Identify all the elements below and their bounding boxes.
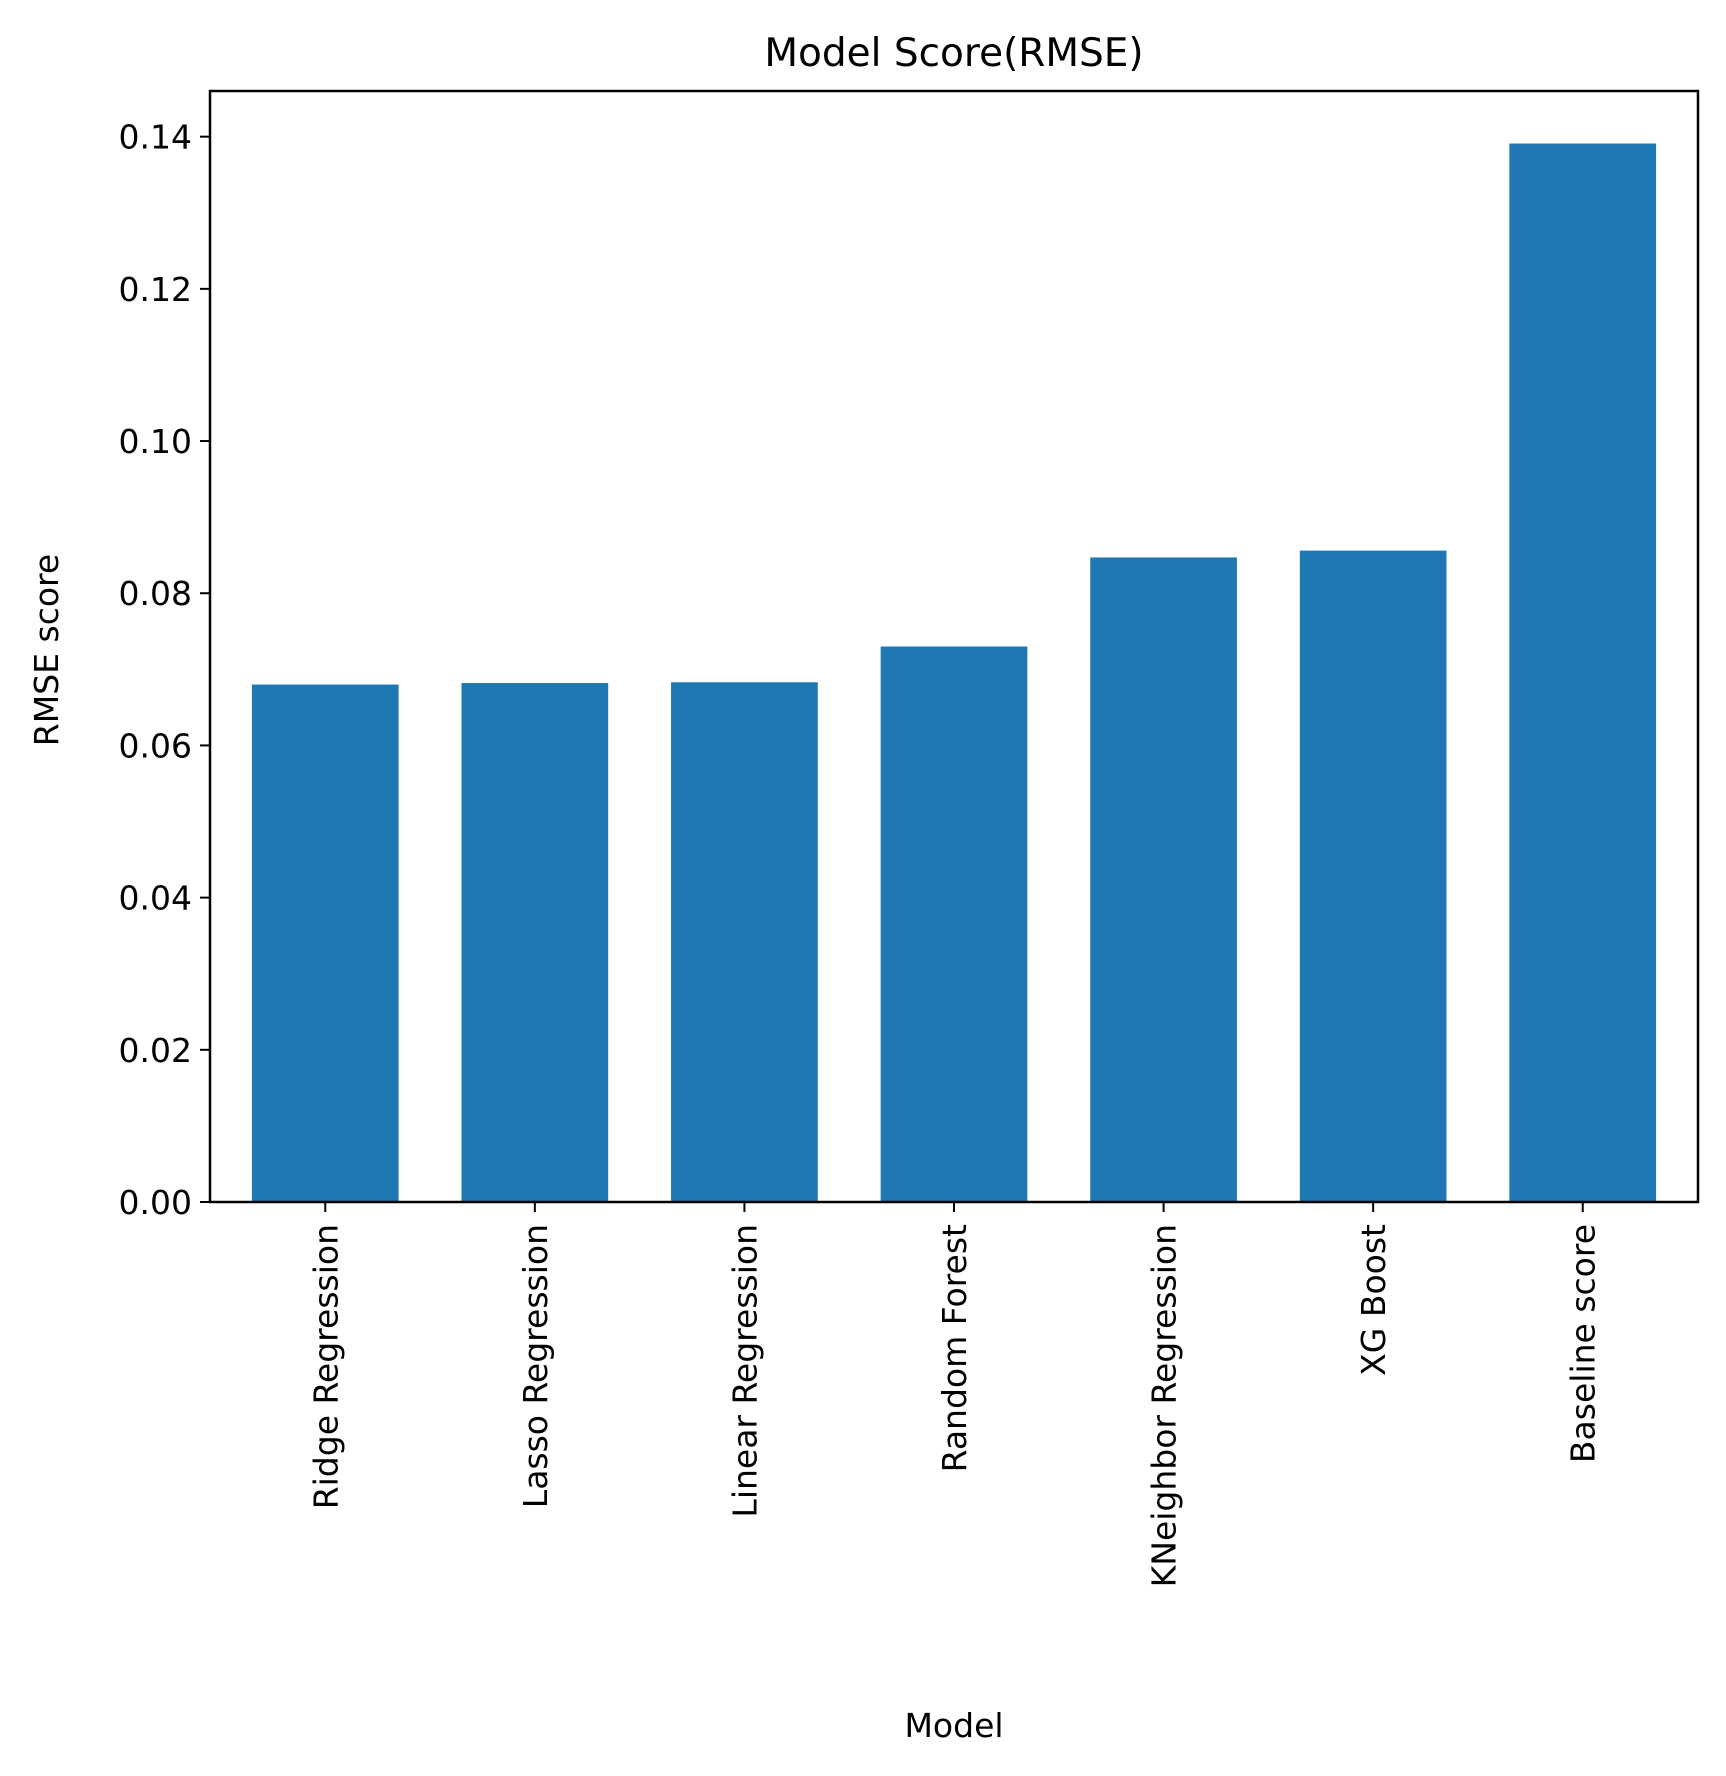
bar-kneighbor-regression (1090, 557, 1237, 1202)
y-tick-label: 0.00 (119, 1183, 192, 1222)
x-tick-label: XG Boost (1354, 1224, 1393, 1376)
bar-lasso-regression (461, 683, 609, 1202)
y-tick-label: 0.12 (119, 270, 192, 309)
y-tick-label: 0.04 (119, 879, 192, 918)
y-axis: 0.00 0.02 0.04 0.06 0.08 0.10 0.12 0.14 (119, 118, 210, 1222)
y-tick-label: 0.14 (119, 118, 192, 157)
plot-frame (208, 89, 1700, 1204)
bar-ridge-regression (251, 684, 399, 1202)
y-tick-label: 0.02 (119, 1031, 192, 1070)
bar-xg-boost (1299, 550, 1447, 1202)
x-axis: Ridge Regression Lasso Regression Linear R… (306, 1202, 1603, 1587)
bar-baseline-score (1509, 143, 1657, 1203)
x-tick-label: Random Forest (935, 1224, 974, 1472)
x-tick-label: Ridge Regression (306, 1224, 345, 1509)
x-tick-label: Baseline score (1564, 1224, 1603, 1463)
y-axis-label: RMSE score (27, 554, 66, 746)
x-tick-label: KNeighbor Regression (1145, 1224, 1184, 1587)
y-tick-label: 0.08 (119, 574, 192, 613)
x-tick-label: Linear Regression (725, 1224, 764, 1518)
y-tick-label: 0.10 (119, 422, 192, 461)
chart-title: Model Score(RMSE) (764, 31, 1143, 76)
y-tick-label: 0.06 (119, 726, 192, 765)
bar-linear-regression (671, 682, 818, 1202)
bar-random-forest (880, 646, 1028, 1202)
x-tick-label: Lasso Regression (516, 1224, 555, 1508)
x-axis-label: Model (904, 1706, 1003, 1745)
bars-group (251, 143, 1657, 1203)
